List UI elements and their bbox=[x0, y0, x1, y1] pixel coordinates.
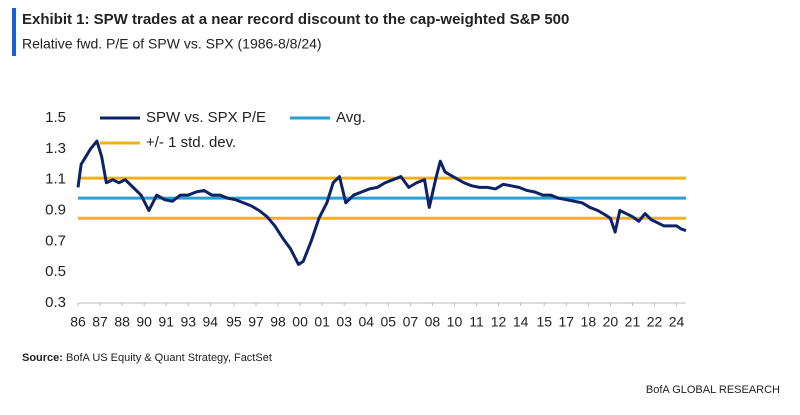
y-tick-label: 0.7 bbox=[45, 232, 66, 249]
chart-subtitle: Relative fwd. P/E of SPW vs. SPX (1986-8… bbox=[22, 36, 322, 52]
x-tick-label: 98 bbox=[270, 314, 286, 330]
x-tick-label: 88 bbox=[114, 314, 130, 330]
x-tick-label: 10 bbox=[447, 314, 463, 330]
x-tick-label: 11 bbox=[469, 314, 484, 330]
x-tick-label: 08 bbox=[425, 314, 441, 330]
x-tick-label: 05 bbox=[381, 314, 397, 330]
x-tick-label: 20 bbox=[603, 314, 619, 330]
x-tick-label: 95 bbox=[226, 314, 242, 330]
x-tick-label: 04 bbox=[358, 314, 374, 330]
x-tick-label: 97 bbox=[248, 314, 264, 330]
chart-title: Exhibit 1: SPW trades at a near record d… bbox=[22, 11, 569, 28]
title-accent bbox=[12, 8, 16, 56]
x-tick-label: 94 bbox=[203, 314, 219, 330]
y-tick-label: 0.3 bbox=[45, 294, 66, 311]
y-tick-label: 0.9 bbox=[45, 201, 66, 218]
source-label: Source: bbox=[22, 352, 63, 364]
source: Source: BofA US Equity & Quant Strategy,… bbox=[22, 352, 272, 364]
x-tick-label: 91 bbox=[158, 314, 174, 330]
y-tick-label: 0.5 bbox=[45, 263, 66, 280]
x-tick-label: 21 bbox=[625, 314, 641, 330]
y-tick-label: 1.3 bbox=[45, 140, 66, 157]
legend-label: Avg. bbox=[336, 109, 366, 126]
x-tick-label: 12 bbox=[491, 314, 507, 330]
x-tick-label: 17 bbox=[559, 314, 575, 330]
x-tick-label: 07 bbox=[403, 314, 419, 330]
legend-label: +/- 1 std. dev. bbox=[146, 134, 236, 151]
legend-label: SPW vs. SPX P/E bbox=[146, 109, 266, 126]
x-tick-label: 87 bbox=[92, 314, 108, 330]
footer: BofA GLOBAL RESEARCH bbox=[646, 384, 780, 396]
x-tick-label: 90 bbox=[136, 314, 152, 330]
x-tick-label: 00 bbox=[292, 314, 308, 330]
x-tick-label: 18 bbox=[581, 314, 597, 330]
x-tick-label: 86 bbox=[70, 314, 86, 330]
x-tick-label: 24 bbox=[669, 314, 685, 330]
series-line bbox=[76, 139, 687, 266]
y-tick-label: 1.1 bbox=[45, 171, 66, 188]
x-tick-label: 15 bbox=[536, 314, 552, 330]
x-tick-label: 14 bbox=[513, 314, 529, 330]
x-tick-label: 01 bbox=[314, 314, 330, 330]
x-tick-label: 03 bbox=[336, 314, 352, 330]
x-tick-label: 93 bbox=[180, 314, 196, 330]
y-tick-label: 1.5 bbox=[45, 109, 66, 126]
x-tick-label: 22 bbox=[647, 314, 663, 330]
source-text: BofA US Equity & Quant Strategy, FactSet bbox=[66, 352, 272, 364]
